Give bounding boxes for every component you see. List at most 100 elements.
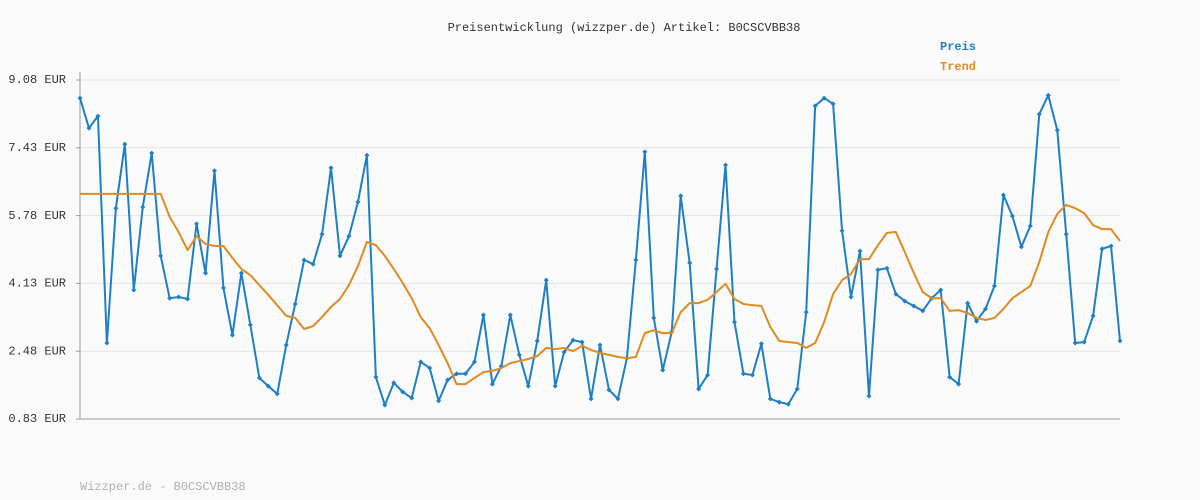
data-point — [552, 383, 558, 389]
data-point — [283, 342, 289, 348]
data-point — [1000, 192, 1006, 198]
data-point — [1018, 244, 1024, 250]
data-point — [185, 296, 191, 302]
data-point — [77, 95, 83, 101]
data-point — [1027, 223, 1033, 229]
data-point — [902, 298, 908, 304]
data-point — [489, 381, 495, 387]
data-point — [731, 319, 737, 325]
data-point — [991, 283, 997, 289]
y-tick-label: 9.08 EUR — [8, 73, 66, 87]
data-point — [758, 341, 764, 347]
data-point — [158, 253, 164, 259]
data-point — [400, 389, 406, 395]
data-point — [1108, 243, 1114, 249]
data-point — [427, 365, 433, 371]
chart-title: Preisentwicklung (wizzper.de) Artikel: B… — [448, 21, 801, 35]
data-point — [95, 113, 101, 119]
data-point — [938, 287, 944, 293]
legend-label: Trend — [940, 60, 976, 74]
data-point — [543, 277, 549, 283]
data-point — [480, 312, 486, 318]
data-point — [382, 402, 388, 408]
data-point — [301, 257, 307, 263]
y-tick-label: 0.83 EUR — [8, 412, 66, 426]
footer: Wizzper.de - B0CSCVBB38 — [80, 480, 246, 494]
data-point — [104, 340, 110, 346]
data-point — [364, 152, 370, 158]
series-line — [79, 94, 1121, 407]
data-point — [767, 396, 773, 402]
data-point — [579, 339, 585, 345]
data-point — [965, 300, 971, 306]
data-point — [337, 253, 343, 259]
legend-label: Preis — [940, 40, 976, 54]
data-point — [409, 395, 415, 401]
data-point — [839, 228, 845, 234]
data-point — [292, 301, 298, 307]
y-tick-label: 4.13 EUR — [8, 277, 66, 291]
data-point — [516, 352, 522, 358]
data-point — [705, 372, 711, 378]
data-point — [776, 399, 782, 405]
data-point — [956, 381, 962, 387]
data-point — [507, 312, 513, 318]
series-line — [80, 192, 1121, 386]
data-point — [651, 315, 657, 321]
data-point — [319, 231, 325, 237]
data-point — [256, 375, 262, 381]
data-point — [696, 386, 702, 392]
data-point — [723, 162, 729, 168]
data-point — [167, 295, 173, 301]
data-point — [328, 165, 334, 171]
data-point — [866, 393, 872, 399]
data-point — [176, 294, 182, 300]
data-point — [391, 380, 397, 386]
data-point — [606, 387, 612, 393]
data-point — [149, 150, 155, 156]
data-point — [1081, 339, 1087, 345]
data-point — [794, 386, 800, 392]
data-point — [597, 342, 603, 348]
data-point — [749, 372, 755, 378]
data-point — [445, 377, 451, 383]
data-point — [561, 349, 567, 355]
data-point — [1036, 111, 1042, 117]
data-point — [229, 332, 235, 338]
data-point — [454, 371, 460, 377]
data-point — [203, 270, 209, 276]
data-point — [830, 101, 836, 107]
data-point — [534, 338, 540, 344]
data-point — [265, 383, 271, 389]
data-point — [642, 149, 648, 155]
data-point — [86, 125, 92, 131]
y-tick-label: 2.48 EUR — [8, 344, 66, 358]
data-point — [1117, 338, 1123, 344]
data-point — [274, 391, 280, 397]
data-point — [857, 248, 863, 254]
data-point — [525, 383, 531, 389]
data-point — [194, 221, 200, 227]
data-point — [1072, 340, 1078, 346]
data-point — [1090, 313, 1096, 319]
data-point — [714, 266, 720, 272]
data-point — [211, 168, 217, 174]
data-point — [1054, 127, 1060, 133]
data-point — [875, 267, 881, 273]
y-tick-label: 7.43 EUR — [8, 141, 66, 155]
data-point — [373, 374, 379, 380]
data-point — [920, 308, 926, 314]
data-point — [974, 318, 980, 324]
data-point — [1099, 246, 1105, 252]
data-point — [113, 205, 119, 211]
data-point — [893, 291, 899, 297]
data-point — [812, 103, 818, 109]
data-point — [660, 367, 666, 373]
data-point — [570, 337, 576, 343]
data-point — [238, 270, 244, 276]
data-point — [588, 396, 594, 402]
data-point — [122, 141, 128, 147]
data-point — [803, 309, 809, 315]
